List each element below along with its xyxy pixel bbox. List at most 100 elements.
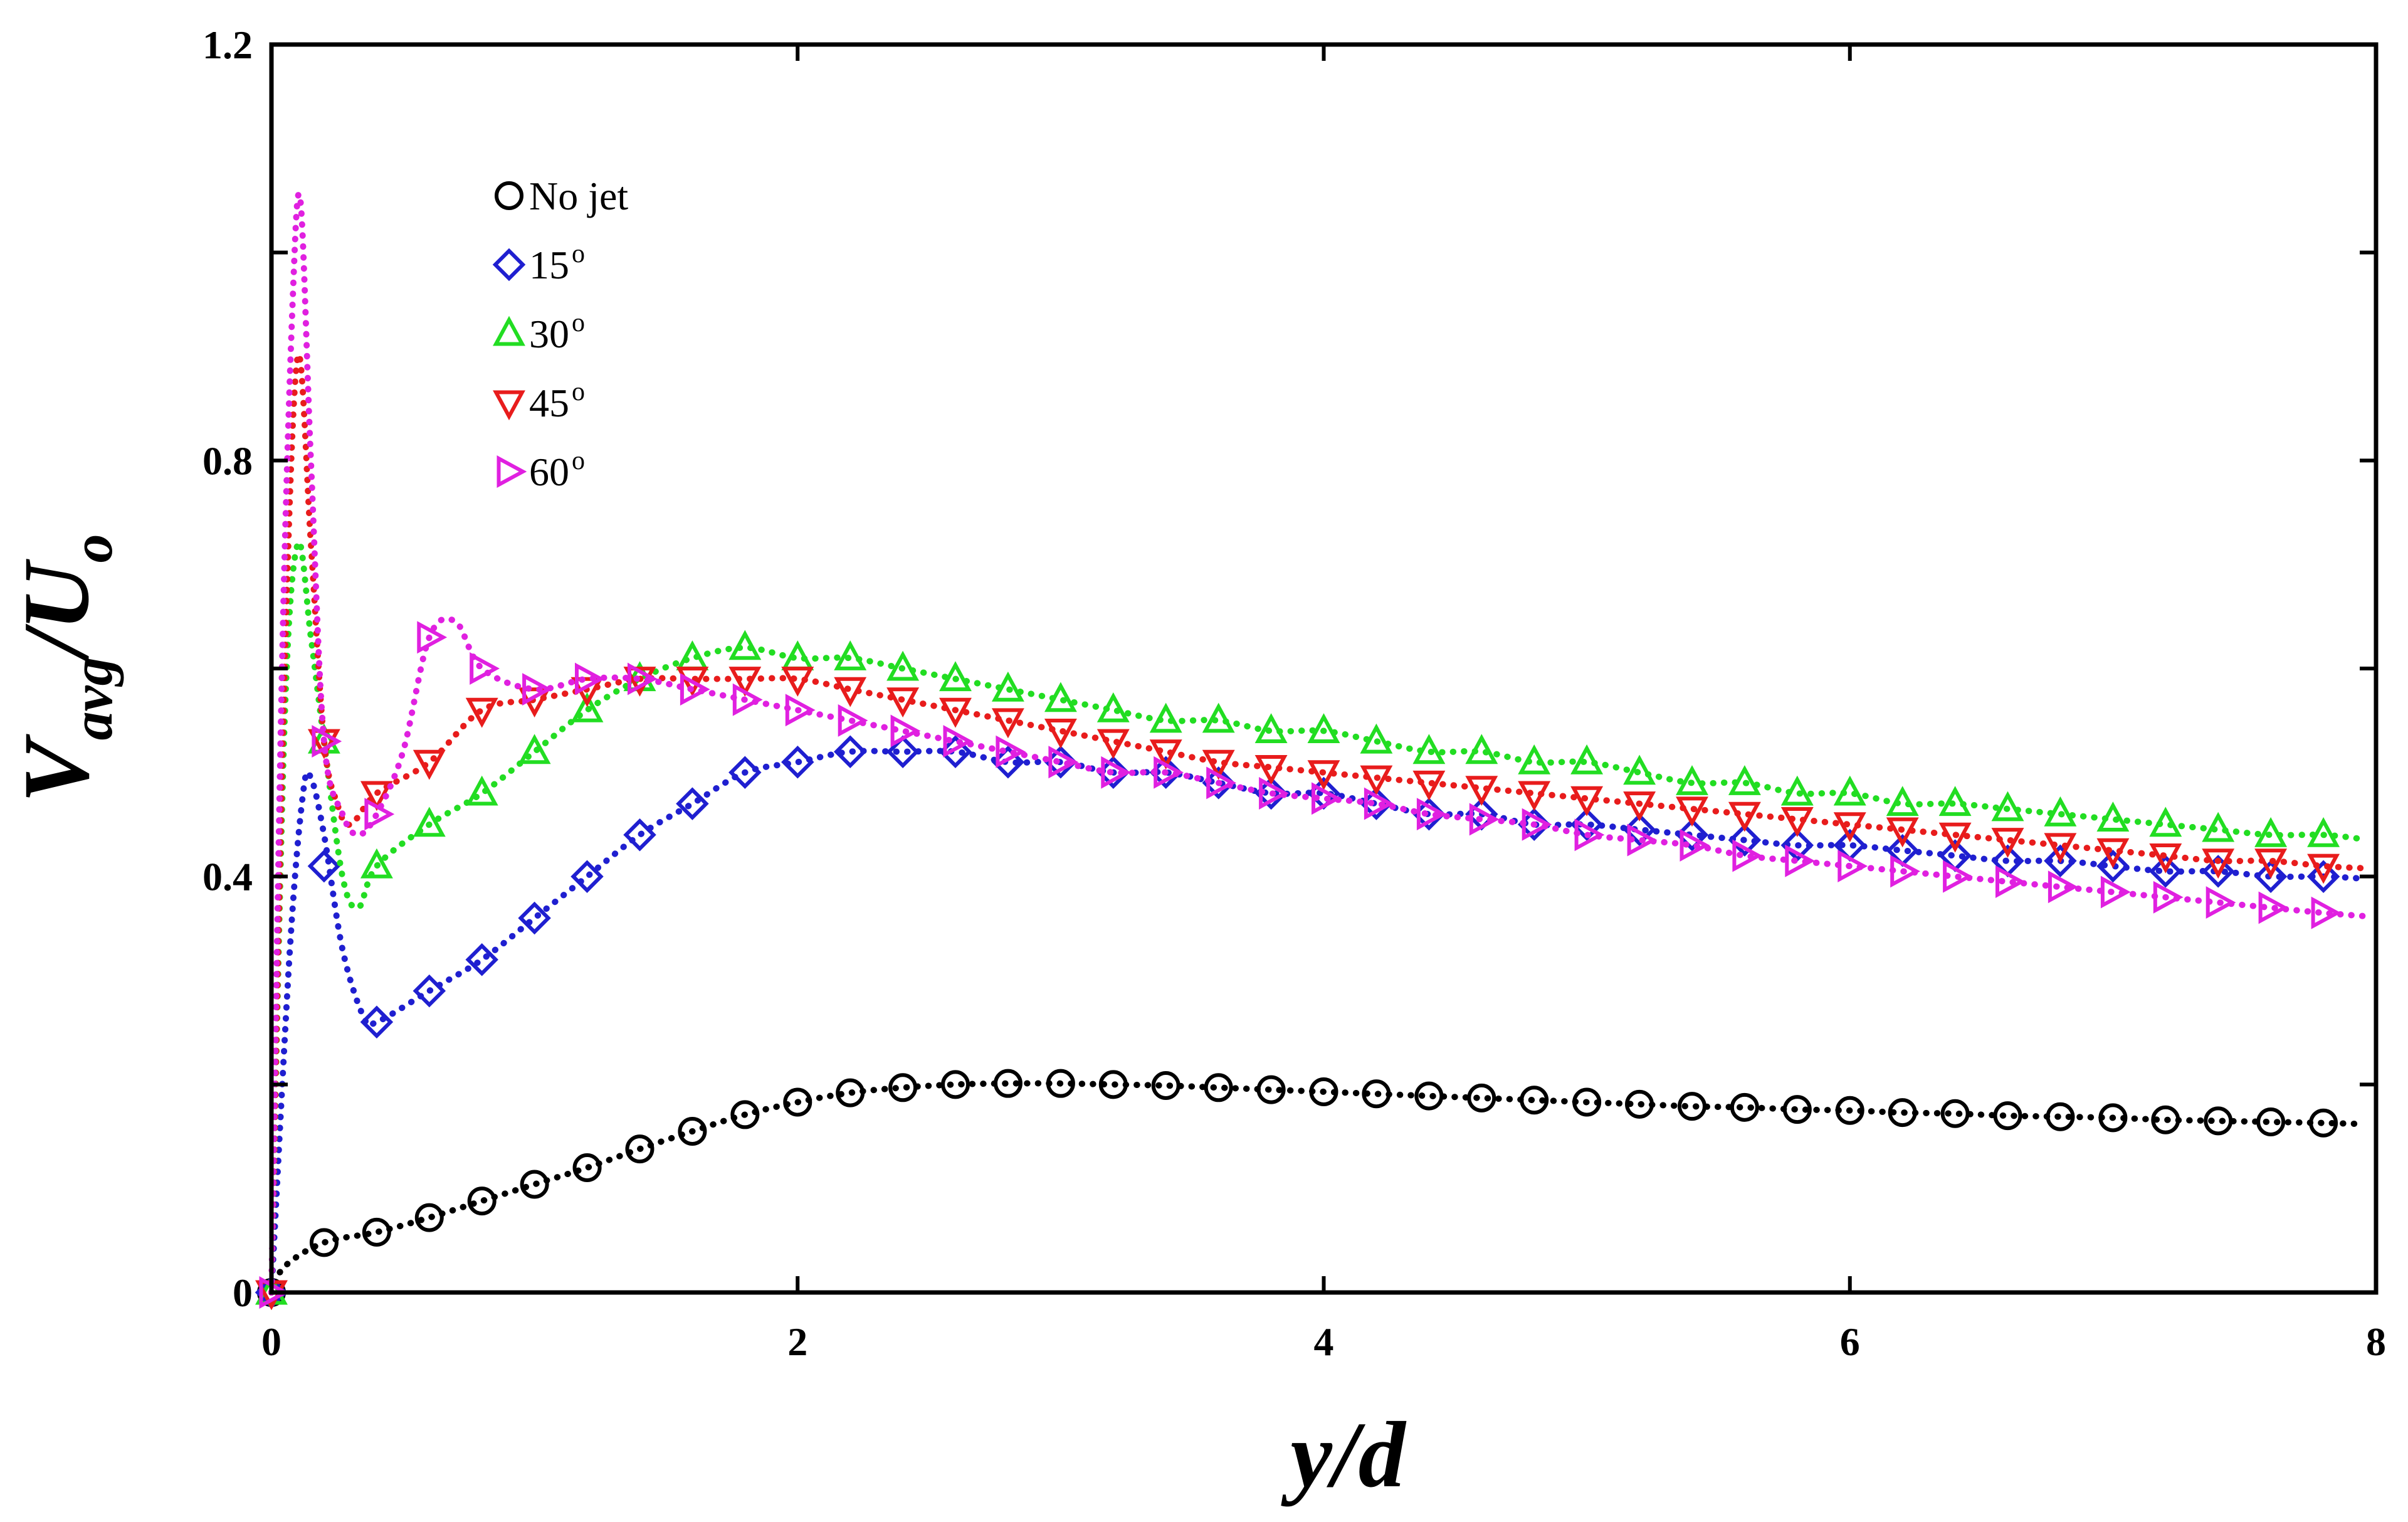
data-point-30 xyxy=(570,692,604,722)
data-point-60 xyxy=(2206,886,2236,919)
data-point-60 xyxy=(575,662,605,695)
data-point-60 xyxy=(838,704,868,737)
data-point-30 xyxy=(2096,801,2130,832)
data-point-60 xyxy=(1627,823,1658,857)
legend-entry: 30o xyxy=(493,309,585,356)
data-point-30 xyxy=(1728,765,1761,795)
data-point-60 xyxy=(732,683,763,716)
data-point-no-jet xyxy=(1309,1077,1338,1106)
data-point-30 xyxy=(2254,817,2288,847)
data-point-60 xyxy=(1101,756,1132,789)
data-point-45 xyxy=(1360,765,1393,796)
data-point-45 xyxy=(2254,848,2288,879)
data-point-60 xyxy=(2100,875,2131,909)
data-point-60 xyxy=(1416,798,1447,831)
data-point-15 xyxy=(676,787,709,820)
data-point-no-jet xyxy=(414,1203,444,1232)
data-point-60 xyxy=(1522,808,1552,841)
data-point-60 xyxy=(522,673,552,706)
data-point-15 xyxy=(413,974,446,1008)
data-point-no-jet xyxy=(520,1170,549,1199)
data-point-60 xyxy=(1469,803,1500,836)
data-point-30 xyxy=(1938,786,1972,816)
data-point-45 xyxy=(1044,719,1077,749)
data-point-30 xyxy=(2149,806,2182,837)
y-axis-title: Vavg/Uo xyxy=(4,534,124,803)
data-point-30 xyxy=(886,650,920,681)
data-point-no-jet xyxy=(1467,1083,1496,1112)
data-point-30 xyxy=(1254,713,1288,743)
data-point-no-jet xyxy=(1730,1092,1759,1122)
x-tick-label: 0 xyxy=(261,1319,281,1364)
legend-entry: 60o xyxy=(497,447,585,494)
data-point-60 xyxy=(1206,766,1236,800)
data-point-60 xyxy=(2153,880,2184,914)
data-point-30 xyxy=(1307,713,1340,743)
legend-marker xyxy=(492,248,526,282)
data-point-30 xyxy=(728,630,762,660)
data-point-15 xyxy=(2201,855,2235,888)
data-point-no-jet xyxy=(1362,1079,1391,1109)
data-point-60 xyxy=(1574,818,1605,852)
data-point-30 xyxy=(1149,702,1182,733)
data-point-60 xyxy=(2311,896,2342,929)
data-point-30 xyxy=(2044,796,2077,827)
x-tick-labels: 0 2 4 6 8 xyxy=(261,1319,2386,1364)
legend: No jet 15o 30o 45o 60o xyxy=(492,174,628,494)
data-point-45 xyxy=(728,667,762,697)
data-point-15 xyxy=(360,1005,394,1039)
data-point-30 xyxy=(991,671,1024,702)
data-point-45 xyxy=(1676,796,1708,827)
data-point-15 xyxy=(465,943,498,976)
data-point-60 xyxy=(1890,855,1920,888)
data-point-no-jet xyxy=(1151,1070,1180,1100)
data-point-15 xyxy=(570,860,604,893)
data-point-45 xyxy=(1096,729,1130,759)
data-point-30 xyxy=(1623,754,1656,785)
data-point-15 xyxy=(2096,849,2130,883)
series-no-jet xyxy=(257,1069,2366,1307)
data-point-30 xyxy=(360,848,393,879)
data-point-45 xyxy=(2307,853,2340,884)
series-layer xyxy=(255,190,2366,1311)
data-point-15 xyxy=(2044,844,2077,878)
data-point-30 xyxy=(1465,734,1498,764)
data-point-60 xyxy=(943,725,974,758)
data-point-no-jet xyxy=(362,1217,391,1247)
data-point-45 xyxy=(1149,739,1182,769)
data-point-60 xyxy=(1995,865,2026,898)
data-point-60 xyxy=(2258,891,2289,924)
data-point-15 xyxy=(307,849,341,883)
data-point-no-jet xyxy=(1204,1073,1233,1102)
data-point-no-jet xyxy=(1625,1089,1654,1119)
data-point-30 xyxy=(1044,682,1077,712)
data-point-no-jet xyxy=(1046,1069,1075,1098)
legend-label: 45o xyxy=(529,378,585,425)
data-point-15 xyxy=(1675,818,1709,852)
data-point-15 xyxy=(1622,813,1656,847)
tick-layer xyxy=(270,43,2378,1294)
series-line-60 xyxy=(268,190,2366,1296)
series-line-45 xyxy=(268,351,2366,1296)
data-point-60 xyxy=(680,673,710,706)
data-point-45 xyxy=(1254,755,1288,785)
data-point-no-jet xyxy=(2098,1103,2128,1133)
data-point-60 xyxy=(2048,870,2078,904)
legend-label: No jet xyxy=(529,174,628,218)
data-point-15 xyxy=(2149,855,2182,888)
x-tick-label: 4 xyxy=(1314,1319,1334,1364)
data-point-30 xyxy=(1202,702,1235,733)
data-point-no-jet xyxy=(1993,1101,2022,1131)
data-point-45 xyxy=(2149,843,2182,874)
data-point-45 xyxy=(465,697,498,728)
data-point-no-jet xyxy=(993,1069,1023,1098)
data-point-60 xyxy=(417,621,448,654)
data-point-45 xyxy=(1886,817,1919,848)
y-axis-title-main: V xyxy=(4,733,108,803)
data-point-no-jet xyxy=(625,1134,655,1164)
data-point-60 xyxy=(1680,828,1710,862)
data-point-45 xyxy=(1623,791,1656,822)
data-point-45 xyxy=(939,697,972,728)
data-point-no-jet xyxy=(783,1087,812,1117)
data-point-45 xyxy=(834,677,867,707)
